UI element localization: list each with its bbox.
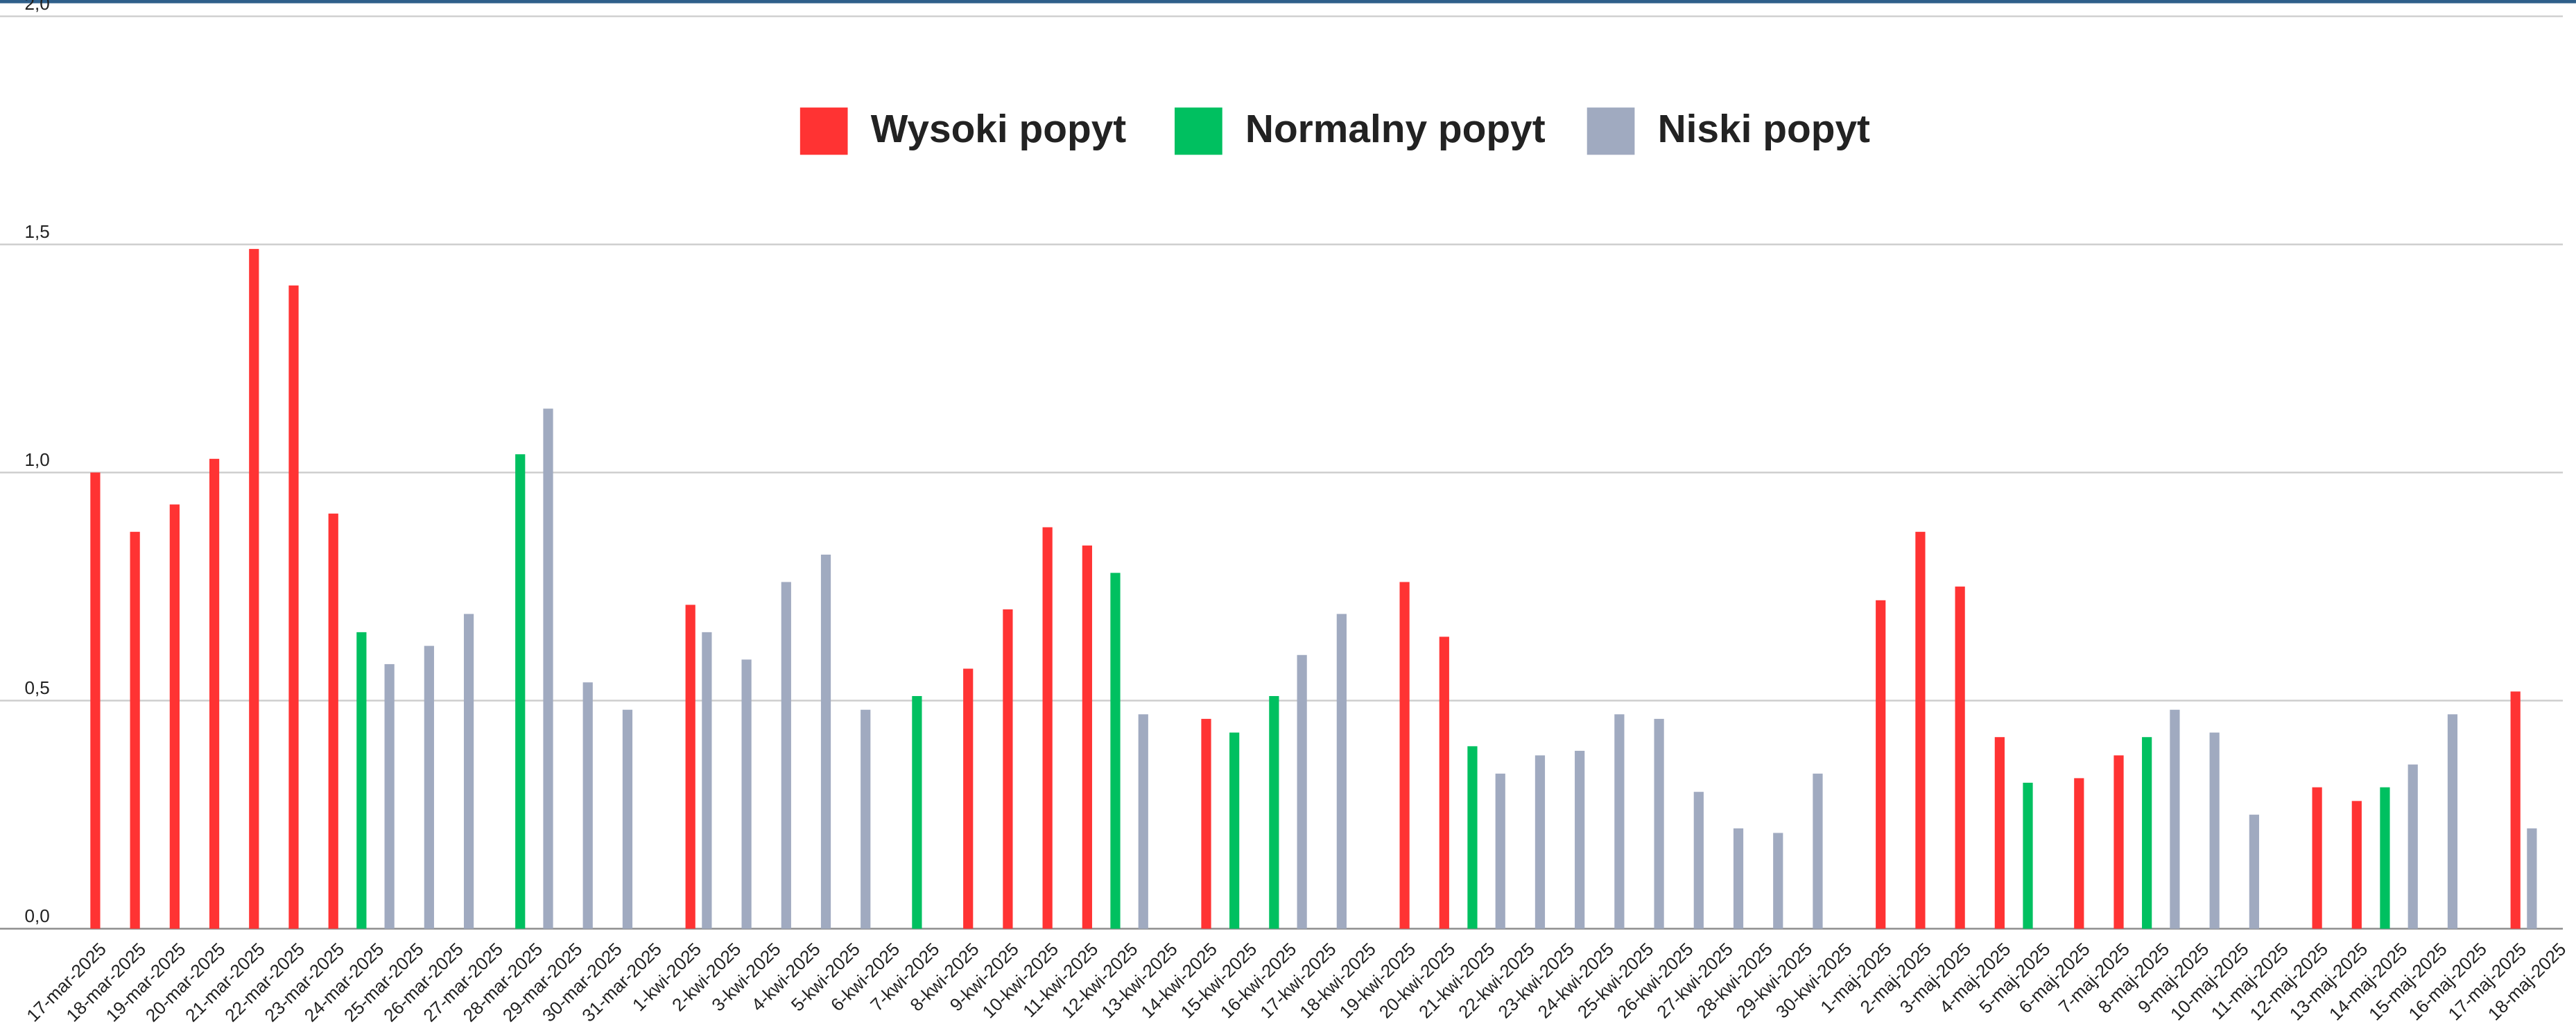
bar xyxy=(1733,828,1744,929)
bar xyxy=(1994,737,2005,929)
bar xyxy=(963,668,974,929)
bar xyxy=(1813,773,1823,929)
legend-swatch xyxy=(799,107,848,155)
bar xyxy=(741,659,752,929)
bar xyxy=(781,582,791,929)
y-tick-label: 0,0 xyxy=(25,907,50,926)
bar xyxy=(2527,828,2537,929)
bar xyxy=(1654,718,1664,929)
bar xyxy=(2249,815,2259,929)
bar xyxy=(1082,545,1092,929)
legend-swatch xyxy=(1175,107,1222,155)
bar xyxy=(1535,755,1546,929)
bar xyxy=(2113,755,2124,929)
bar xyxy=(1614,714,1625,929)
y-tick-label: 0,5 xyxy=(25,679,50,698)
bar xyxy=(249,249,259,929)
bar xyxy=(288,285,299,929)
y-tick-label: 2,0 xyxy=(25,0,50,14)
bar xyxy=(1773,833,1783,929)
bar xyxy=(169,504,180,929)
bar xyxy=(1229,732,1240,929)
bar xyxy=(543,408,553,929)
bar xyxy=(2380,787,2390,929)
bar xyxy=(463,614,474,929)
bar xyxy=(1439,636,1449,929)
bar xyxy=(1955,587,1965,929)
top-border xyxy=(0,0,2576,3)
bar xyxy=(1399,582,1410,929)
bar xyxy=(912,695,922,929)
bar xyxy=(1915,532,1926,929)
bar xyxy=(861,709,871,929)
bar xyxy=(1110,573,1121,929)
bar xyxy=(2312,787,2322,929)
bar xyxy=(209,458,220,929)
bar xyxy=(130,532,140,929)
bar xyxy=(2170,709,2180,929)
bar xyxy=(1336,614,1347,929)
bar xyxy=(2074,778,2084,929)
bar xyxy=(2351,801,2362,929)
bar xyxy=(622,709,633,929)
bar xyxy=(2408,764,2418,929)
bar xyxy=(1003,609,1013,929)
bar xyxy=(1297,654,1307,929)
bar xyxy=(1201,718,1211,929)
legend-label: Normalny popyt xyxy=(1245,107,1546,151)
bar xyxy=(2447,714,2458,929)
bar xyxy=(1138,714,1148,929)
bar xyxy=(2209,732,2220,929)
bar xyxy=(2023,783,2033,929)
bar xyxy=(1575,750,1585,929)
bar xyxy=(1042,527,1053,929)
bar xyxy=(702,632,712,929)
bar xyxy=(582,682,593,929)
bar xyxy=(515,454,526,929)
bar xyxy=(424,645,434,929)
bar xyxy=(2510,691,2521,929)
bar xyxy=(1876,600,1886,929)
bar xyxy=(685,605,695,929)
bar xyxy=(1495,773,1505,929)
y-tick-label: 1,5 xyxy=(25,223,50,242)
bar xyxy=(1269,695,1279,929)
legend-label: Wysoki popyt xyxy=(871,107,1127,151)
legend-label: Niski popyt xyxy=(1658,107,1871,151)
bar xyxy=(2142,737,2152,929)
bar xyxy=(328,513,338,929)
bar xyxy=(1467,746,1478,929)
legend-swatch xyxy=(1587,107,1635,155)
bar xyxy=(90,472,101,929)
y-tick-label: 1,0 xyxy=(25,451,50,470)
bar xyxy=(820,554,831,929)
bar xyxy=(356,632,367,929)
bar xyxy=(384,663,395,929)
bar xyxy=(1693,792,1704,929)
